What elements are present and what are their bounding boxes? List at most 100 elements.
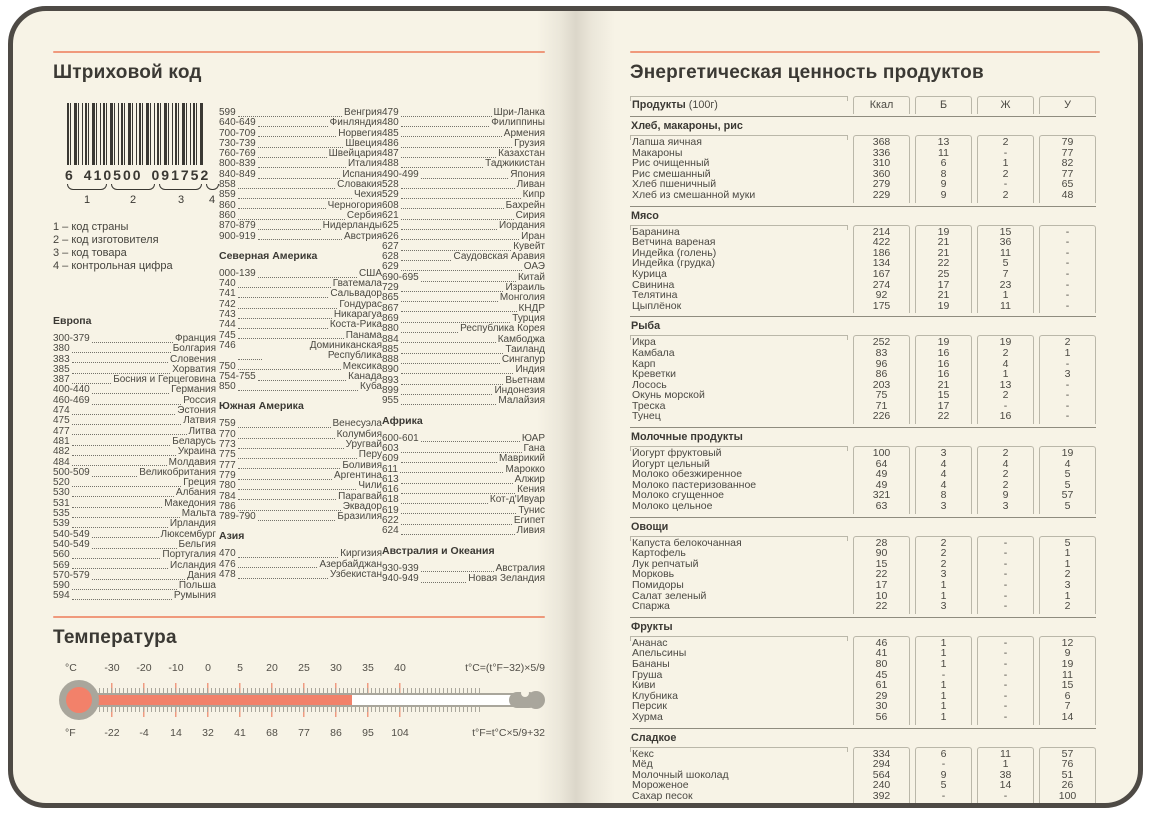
country-code-row: 629 ОАЭ <box>382 261 545 273</box>
nutrition-section: Рыба Икра Камбала Карп Креветки Лосось Окунь м… <box>630 317 1096 429</box>
fat-value: 2 <box>1002 447 1009 460</box>
celsius-ticks: -30 -20 -10 0 5 20 25 30 35 40 <box>96 662 416 674</box>
region-block: 479 Шри-Ланка 480 Филиппины 485 Армения 486 Гру… <box>382 107 545 407</box>
country-code: 529 <box>382 189 399 201</box>
country-code-row: 599 Венгрия <box>219 107 382 118</box>
country-code-row: 628 Саудовская Аравия <box>382 251 545 263</box>
country-name: Гватемала <box>332 278 382 290</box>
country-name: Гана <box>523 442 546 454</box>
fat-column: 19 2 4 1 13 2-16 <box>977 335 1034 425</box>
thermometer-mercury <box>95 695 352 705</box>
dot-leader <box>400 451 522 453</box>
carbs-value: - <box>1065 289 1070 302</box>
country-name: Узбекистан <box>330 568 382 580</box>
nutrition-section: Мясо Баранина Ветчина вареная Индейка (голе… <box>630 207 1096 318</box>
country-code: 628 <box>382 251 399 263</box>
country-code: 569 <box>53 559 70 571</box>
carbs-value: 1 <box>1064 547 1071 560</box>
dot-leader <box>400 198 521 200</box>
country-code: 888 <box>382 354 399 366</box>
country-code: 590 <box>53 580 70 592</box>
country-name: Чехия <box>353 189 382 201</box>
carbs-value: 2 <box>1064 336 1071 349</box>
country-code: 476 <box>219 558 236 570</box>
dot-leader <box>237 338 344 340</box>
carbs-value: - <box>1065 299 1070 312</box>
fat-value: 15 <box>999 225 1012 238</box>
left-page: Штриховой код 6 410500 091752 1 2 3 4 1 – код… <box>53 51 545 787</box>
country-code: 400-440 <box>53 384 90 396</box>
kcal-value: 321 <box>872 489 891 502</box>
country-code: 860 <box>219 209 236 221</box>
country-code-row: 460-469 Россия <box>53 395 216 406</box>
nutrition-section-title: Сладкое <box>631 731 677 744</box>
product-name: Лосось <box>632 379 667 391</box>
nutrition-section-title: Рыба <box>631 320 661 333</box>
country-code: 754-755 <box>219 370 256 382</box>
fahrenheit-tick-label: 14 <box>170 727 182 739</box>
country-name: Бахрейн <box>505 199 545 211</box>
country-name: Дания <box>187 569 216 581</box>
country-code-row: 482 Украина <box>53 446 216 457</box>
protein-value: 1 <box>940 710 947 723</box>
celsius-tick-label: 30 <box>330 662 342 674</box>
nutrition-section: Сладкое Кекс Мёд Молочный шоколад Мороженое С… <box>630 729 1096 803</box>
protein-value: 9 <box>940 178 947 191</box>
dot-leader <box>237 577 329 579</box>
country-code: 599 <box>219 107 236 118</box>
country-code: 560 <box>53 549 70 561</box>
dot-leader <box>91 537 159 539</box>
product-name: Капуста белокочанная <box>632 537 742 549</box>
protein-value: 19 <box>937 299 950 312</box>
carbs-value: 82 <box>1061 157 1074 170</box>
country-name: Никарагуа <box>333 309 382 321</box>
dot-leader <box>420 177 509 179</box>
carbs-value: 6 <box>1064 689 1071 702</box>
dot-leader <box>400 373 514 375</box>
kcal-value: 28 <box>875 536 888 549</box>
country-name: Кения <box>517 484 545 496</box>
protein-column: 19 16 16 16 21 15 17 22 <box>915 335 972 425</box>
dot-leader <box>400 321 511 323</box>
country-code: 743 <box>219 309 236 321</box>
country-name: Вьетнам <box>505 374 545 386</box>
dot-leader <box>257 167 346 169</box>
country-name: Болгария <box>172 343 216 355</box>
nutrition-section: Молочные продукты Йогурт фруктовый Йогурт … <box>630 428 1096 518</box>
carbs-value: 19 <box>1061 657 1074 670</box>
protein-value: 1 <box>940 589 947 602</box>
product-name: Ананас <box>632 637 668 649</box>
country-code-row: 484 Молдавия <box>53 457 216 468</box>
country-code-row: 476 Азербайджан <box>219 558 382 570</box>
carbs-value: 57 <box>1061 489 1074 502</box>
protein-value: 19 <box>937 225 950 238</box>
fat-value: - <box>1003 710 1008 723</box>
kcal-value: 83 <box>875 346 888 359</box>
country-code: 893 <box>382 374 399 386</box>
country-code-row: 569 Исландия <box>53 559 216 571</box>
country-name: Малайзия <box>498 395 545 407</box>
country-code-columns: Европа 300-379 Франция 380 Болгария 383 Словен… <box>53 107 546 620</box>
country-code-row: 700-709 Норвегия <box>219 128 382 139</box>
kcal-value: 49 <box>875 468 888 481</box>
dot-leader <box>71 372 171 374</box>
country-code: 531 <box>53 497 70 509</box>
protein-value: 22 <box>937 410 950 423</box>
carbs-column: 57 76 51 26 100 <box>1039 746 1096 803</box>
dot-leader <box>91 341 174 343</box>
celsius-tick-label: -10 <box>168 662 184 674</box>
country-name: Швеция <box>345 137 382 149</box>
country-code-row: 890 Индия <box>382 365 545 376</box>
product-name: Лук репчатый <box>632 558 699 570</box>
country-code-row: 470 Киргизия <box>219 549 382 560</box>
dot-leader <box>237 557 339 559</box>
country-name: Армения <box>503 127 545 139</box>
carbs-value: 7 <box>1064 700 1071 713</box>
country-name: ОАЭ <box>523 261 545 273</box>
country-name: Босния и Герцеговина <box>113 374 216 386</box>
dot-leader <box>237 489 357 490</box>
protein-value: - <box>941 758 946 771</box>
country-code-row: 744 Коста-Рика <box>219 320 382 331</box>
